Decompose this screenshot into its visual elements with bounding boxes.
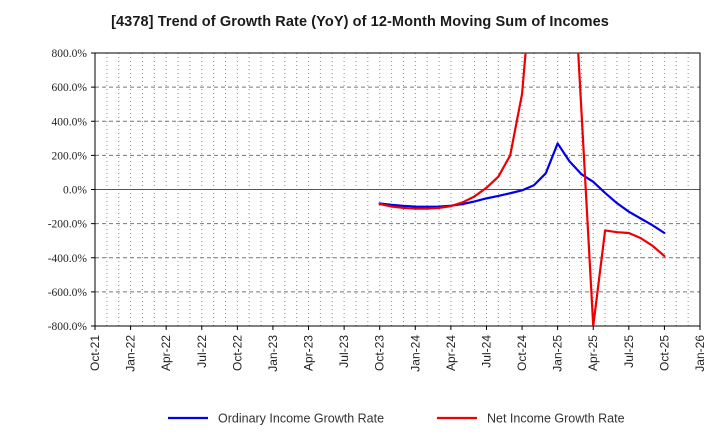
x-axis-tick-labels: Oct-21 Jan-22 Apr-22 Jul-22 Oct-22 Jan-23 Apr-… xyxy=(88,335,707,372)
x-tick-label: Oct-21 xyxy=(88,335,102,371)
y-axis-tick-labels: 800.0% 600.0% 400.0% 200.0% 0.0% -200.0% -400.… xyxy=(48,48,88,333)
x-tick-label: Jan-23 xyxy=(266,335,280,372)
x-tick-label: Apr-25 xyxy=(586,335,600,371)
legend-label-0: Ordinary Income Growth Rate xyxy=(218,412,384,426)
y-tick-label: 800.0% xyxy=(52,48,88,60)
y-tick-label: -200.0% xyxy=(48,219,88,231)
x-tick-label: Apr-22 xyxy=(159,335,173,371)
x-tick-label: Jul-23 xyxy=(337,335,351,368)
x-tick-label: Jan-25 xyxy=(551,335,565,372)
y-tick-label: -600.0% xyxy=(48,287,88,299)
x-tick-label: Jan-22 xyxy=(124,335,138,372)
y-tick-label: -800.0% xyxy=(48,321,88,333)
y-tick-label: 400.0% xyxy=(52,116,88,128)
x-tick-label: Oct-24 xyxy=(515,335,529,371)
x-tick-label: Jul-22 xyxy=(195,335,209,368)
x-tick-label: Apr-23 xyxy=(302,335,316,371)
x-axis-ticks xyxy=(94,326,701,330)
x-tick-label: Oct-23 xyxy=(373,335,387,371)
legend-label-1: Net Income Growth Rate xyxy=(487,412,625,426)
x-tick-label: Oct-22 xyxy=(230,335,244,371)
x-tick-label: Jul-25 xyxy=(622,335,636,368)
y-tick-label: 0.0% xyxy=(63,185,87,197)
y-tick-label: 200.0% xyxy=(52,150,88,162)
x-tick-label: Apr-24 xyxy=(444,335,458,371)
chart-legend: Ordinary Income Growth Rate Net Income Gr… xyxy=(168,412,625,426)
chart-title: [4378] Trend of Growth Rate (YoY) of 12-… xyxy=(111,14,609,30)
x-tick-label: Jul-24 xyxy=(479,335,493,368)
x-tick-label: Jan-24 xyxy=(408,335,422,372)
series-line-net-income xyxy=(378,53,666,326)
x-tick-label: Jan-26 xyxy=(693,335,707,372)
y-tick-label: -400.0% xyxy=(48,253,88,265)
x-tick-label: Oct-25 xyxy=(657,335,671,371)
y-axis-ticks xyxy=(91,52,95,327)
series-line-ordinary-income xyxy=(378,142,666,235)
y-tick-label: 600.0% xyxy=(52,82,88,94)
data-series-group xyxy=(378,53,666,326)
